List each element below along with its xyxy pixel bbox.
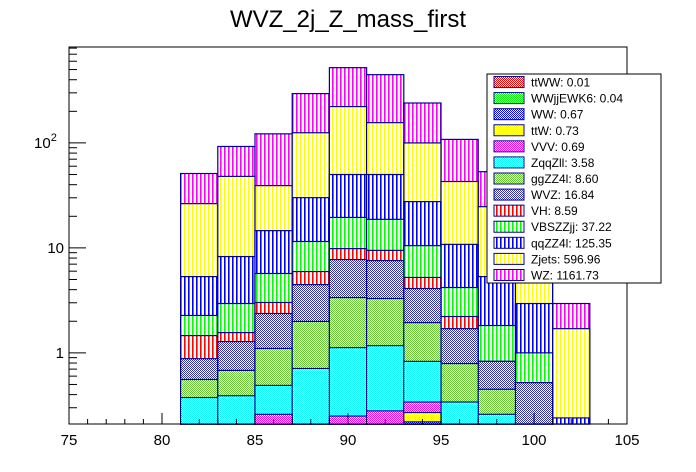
y-tick-label: 102 (34, 132, 57, 152)
x-tick-label: 105 (614, 432, 639, 449)
legend-label-Zjets: Zjets: 596.96 (531, 252, 601, 266)
legend-label-VVV: VVV: 0.69 (531, 140, 585, 154)
x-tick-label: 85 (247, 432, 264, 449)
legend-swatch-VVV (493, 140, 525, 153)
legend-label-VBSZZjj: VBSZZjj: 37.22 (531, 220, 612, 234)
x-tick-label: 90 (340, 432, 357, 449)
legend-swatch-qqZZ4l (493, 236, 525, 249)
legend-swatch-Zjets (493, 252, 525, 265)
chart-title: WVZ_2j_Z_mass_first (230, 6, 466, 33)
legend-swatch-ttWW (493, 76, 525, 89)
legend-swatch-ggZZ4l (493, 172, 525, 185)
legend: ttWW: 0.01 WWjjEWK6: 0.04 WW: 0.67 ttW: 0.7… (486, 73, 662, 284)
bar-ZqqZll-bin-87 (291, 367, 331, 425)
legend-swatch-ZqqZll (493, 156, 525, 169)
legend-swatch-VH (493, 204, 525, 217)
legend-label-ZqqZll: ZqqZll: 3.58 (531, 156, 595, 170)
legend-label-ggZZ4l: ggZZ4l: 8.60 (531, 172, 599, 186)
legend-swatch-WVZ (493, 188, 525, 201)
x-tick-label: 95 (433, 432, 450, 449)
legend-label-WVZ: WVZ: 16.84 (531, 188, 595, 202)
legend-label-qqZZ4l: qqZZ4l: 125.35 (531, 236, 612, 250)
y-tick-label: 10 (47, 240, 64, 257)
x-tick-label: 100 (521, 432, 546, 449)
legend-swatch-WW (493, 108, 525, 121)
legend-swatch-VBSZZjj (493, 220, 525, 233)
x-tick-label: 80 (154, 432, 171, 449)
histogram-bars (180, 67, 591, 425)
legend-label-VH: VH: 8.59 (531, 204, 578, 218)
x-axis: 75 80 85 90 95 100 105 (61, 413, 640, 449)
legend-label-ttWW: ttWW: 0.01 (531, 76, 590, 90)
legend-label-WW: WW: 0.67 (531, 108, 584, 122)
bar-ZqqZll-bin-89 (328, 347, 368, 425)
legend-swatch-WWjjEWK6 (493, 92, 525, 105)
legend-swatch-WZ (493, 268, 525, 281)
y-axis: 1 10 102 (34, 47, 86, 409)
x-tick-label: 75 (61, 432, 78, 449)
legend-label-WWjjEWK6: WWjjEWK6: 0.04 (531, 92, 623, 106)
y-tick-label: 1 (56, 345, 64, 362)
legend-label-WZ: WZ: 1161.73 (531, 268, 599, 282)
legend-label-ttW: ttW: 0.73 (531, 124, 579, 138)
bar-Zjets-bin-101 (551, 328, 591, 425)
legend-swatch-ttW (493, 124, 525, 137)
